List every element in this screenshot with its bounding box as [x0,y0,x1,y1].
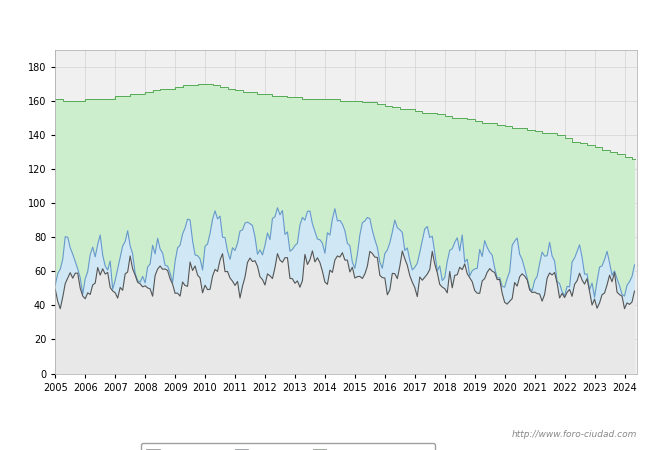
Text: El Bodón - Evolucion de la poblacion en edad de Trabajar Mayo de 2024: El Bodón - Evolucion de la poblacion en … [86,14,564,27]
Legend: Ocupados, Parados, Hab. entre 16-64: Ocupados, Parados, Hab. entre 16-64 [141,443,435,450]
Text: http://www.foro-ciudad.com: http://www.foro-ciudad.com [512,430,637,439]
